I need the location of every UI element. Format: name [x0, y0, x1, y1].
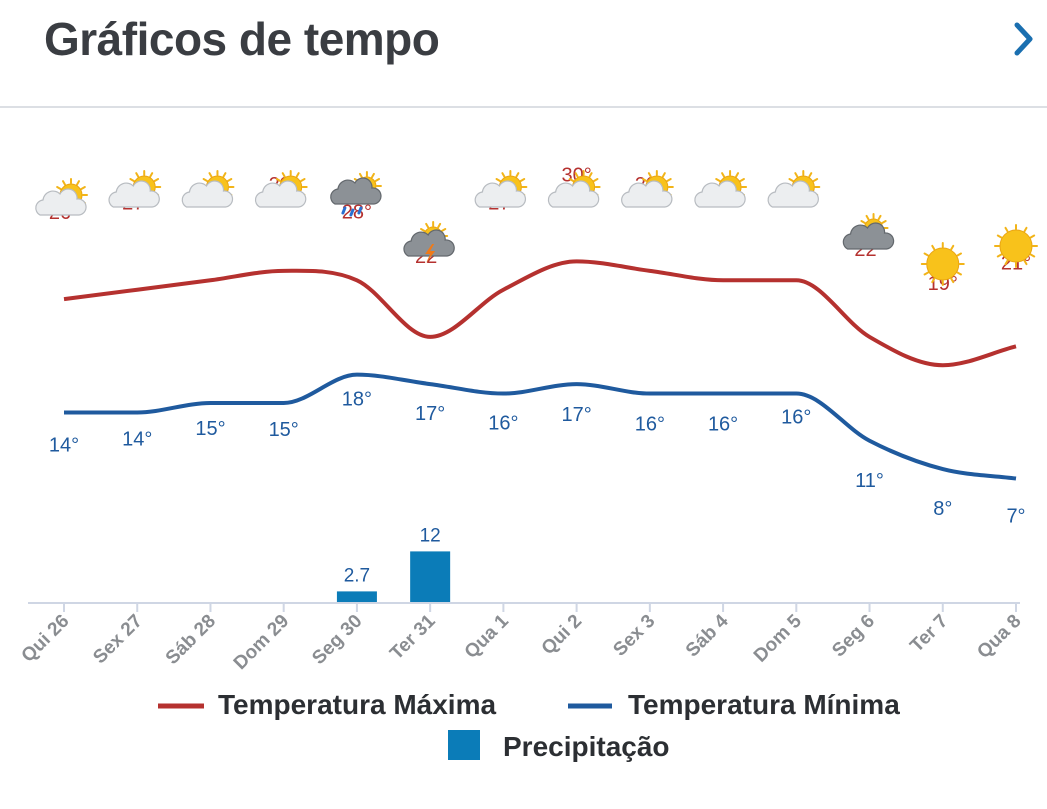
sun-cloud-icon [474, 170, 528, 208]
min-temp-label: 15° [269, 419, 299, 441]
max-temp-line [63, 259, 1017, 368]
legend-precip-label: Precipitação [503, 731, 670, 762]
sun-cloud-icon [621, 170, 674, 208]
x-tick-label: Dom 5 [750, 610, 806, 666]
min-temp-label: 14° [49, 434, 79, 456]
x-tick-label: Sex 3 [609, 611, 659, 661]
weather-chart: 2.7 12 Qui 26 Sex 27 Sáb 28 Dom 29 Seg 30 Ter … [18, 164, 1038, 762]
sun-cloud-icon [694, 170, 748, 208]
min-temp-label: 18° [342, 389, 372, 411]
min-temp-line [63, 372, 1017, 481]
min-temp-label: 16° [708, 414, 738, 436]
min-temp-label: 17° [561, 404, 591, 426]
temperature-lines [63, 259, 1017, 481]
precip-bar [336, 591, 377, 603]
min-temp-label: 15° [195, 418, 225, 440]
sun-icon [994, 224, 1038, 268]
x-tick-label: Seg 30 [308, 611, 366, 669]
precip-bar [410, 551, 451, 603]
chevron-right-icon [1014, 22, 1033, 56]
min-temp-label: 8° [933, 498, 952, 520]
x-tick-label: Qua 8 [973, 611, 1025, 663]
sun-cloud-icon [35, 178, 88, 216]
rain-cloud-icon [330, 171, 382, 217]
sun-cloud-icon [254, 170, 308, 208]
x-tick-label: Dom 29 [230, 611, 293, 674]
legend-max-label: Temperatura Máxima [218, 689, 496, 720]
chart-legend: Temperatura Máxima Temperatura Mínima Pr… [158, 689, 900, 762]
min-temp-label: 17° [415, 403, 445, 425]
sun-cloud-icon [108, 170, 162, 208]
legend-min-label: Temperatura Mínima [628, 689, 900, 720]
legend-precip-swatch [448, 730, 480, 760]
max-temp-label: 28° [342, 201, 372, 223]
sun-cloud-icon [547, 170, 601, 208]
x-tick-label: Sáb 4 [682, 610, 733, 661]
cloudy-icon [842, 213, 895, 250]
min-temp-label: 14° [122, 428, 152, 450]
x-axis: Qui 26 Sex 27 Sáb 28 Dom 29 Seg 30 Ter 31 Qua … [18, 602, 1026, 674]
page-title: Gráficos de tempo [44, 13, 440, 65]
x-tick-label: Qui 2 [538, 611, 586, 659]
x-tick-label: Qui 26 [18, 611, 74, 667]
precip-value-label: 12 [420, 525, 441, 546]
x-tick-label: Ter 7 [906, 611, 952, 657]
sun-cloud-icon [767, 170, 821, 208]
x-tick-label: Ter 31 [386, 610, 440, 664]
next-button[interactable] [1007, 16, 1041, 62]
min-temp-label: 16° [781, 407, 811, 429]
sun-cloud-icon [181, 170, 235, 208]
precip-value-label: 2.7 [344, 565, 370, 586]
precipitation-bars: 2.7 12 [336, 525, 451, 603]
header-bar: Gráficos de tempo [0, 0, 1047, 108]
sun-icon [920, 242, 965, 286]
weather-icons [35, 170, 1038, 286]
x-tick-label: Sáb 28 [162, 611, 220, 669]
min-temp-label: 11° [855, 470, 884, 492]
x-tick-label: Seg 6 [828, 611, 879, 662]
min-temp-label: 16° [635, 414, 665, 436]
min-temp-label: 16° [488, 413, 518, 435]
x-tick-label: Qua 1 [461, 610, 513, 662]
min-temp-label: 7° [1006, 506, 1025, 528]
x-tick-label: Sex 27 [89, 611, 146, 668]
thunderstorm-icon [403, 221, 455, 263]
